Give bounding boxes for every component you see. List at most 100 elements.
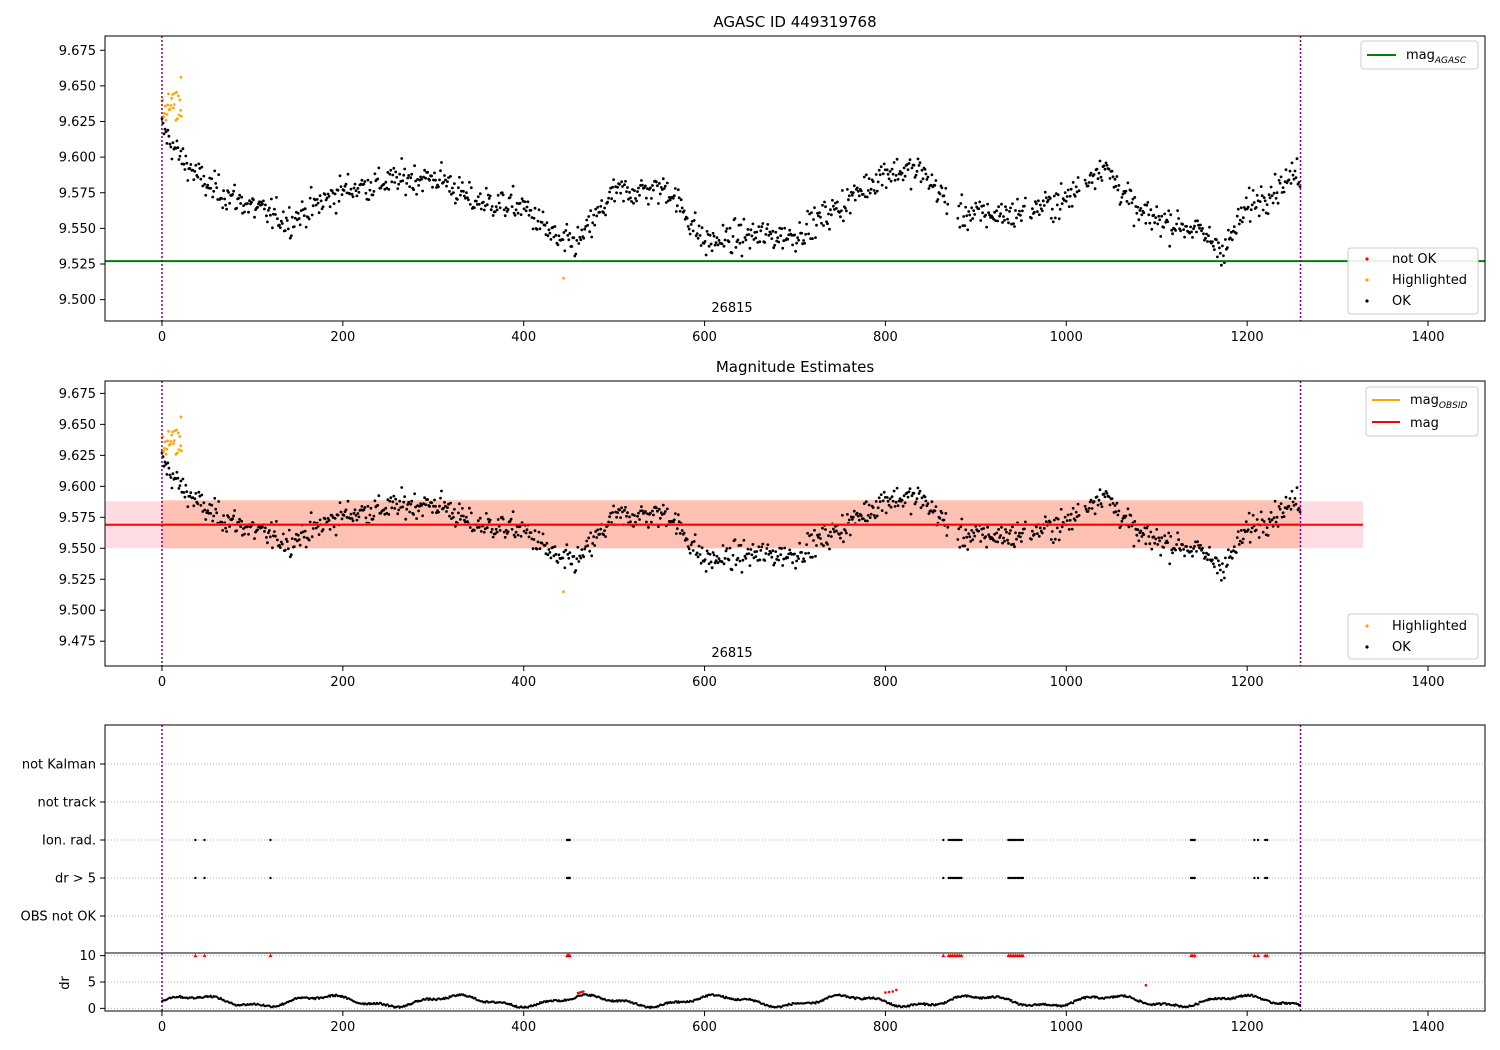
- ok-point: [595, 214, 599, 218]
- ok-point: [738, 559, 742, 563]
- highlighted-point: [164, 452, 168, 456]
- ok-point: [1114, 184, 1118, 188]
- ok-point: [225, 207, 229, 211]
- x-tick-label: 1400: [1411, 1020, 1444, 1035]
- ok-point: [315, 198, 319, 201]
- svg-text:magOBSID: magOBSID: [1410, 393, 1468, 411]
- ok-point: [649, 511, 652, 515]
- ok-point: [658, 192, 662, 196]
- dr-point: [862, 998, 865, 1001]
- ok-point: [649, 186, 652, 190]
- y-tick-label: 9.500: [59, 293, 96, 308]
- ok-point: [1218, 246, 1221, 250]
- flag-point: [568, 838, 571, 842]
- x-tick-label: 1200: [1231, 1020, 1264, 1035]
- ok-point: [1156, 222, 1160, 226]
- ok-point: [463, 194, 466, 198]
- ok-point: [590, 235, 594, 239]
- ok-point: [999, 534, 1002, 537]
- ok-point: [318, 194, 322, 198]
- ok-point: [693, 533, 697, 536]
- ok-point: [1070, 527, 1074, 531]
- ok-point: [1021, 209, 1024, 213]
- ok-point: [183, 495, 187, 499]
- ok-point: [919, 506, 923, 510]
- ok-point: [958, 545, 962, 549]
- ok-point: [802, 557, 805, 561]
- ok-point: [846, 188, 849, 191]
- ok-point: [933, 184, 937, 187]
- ok-point: [755, 550, 759, 553]
- ok-point: [350, 192, 354, 196]
- highlighted-point: [180, 449, 183, 453]
- ok-point: [235, 529, 239, 532]
- flag-point: [960, 876, 963, 880]
- ok-point: [465, 515, 468, 519]
- ok-point: [583, 547, 587, 551]
- flag-point: [1264, 876, 1267, 880]
- ok-point: [193, 497, 197, 501]
- ok-point: [593, 544, 597, 547]
- flag-point: [1021, 876, 1025, 880]
- ok-point: [579, 238, 583, 242]
- ok-point: [1064, 199, 1068, 203]
- ok-point: [246, 202, 249, 205]
- ok-point: [1021, 531, 1024, 535]
- ok-point: [1266, 212, 1270, 216]
- ok-point: [764, 552, 768, 555]
- ok-point: [699, 561, 703, 565]
- ok-point: [728, 226, 732, 230]
- ok-point: [574, 569, 578, 572]
- ok-point: [882, 162, 886, 166]
- ok-point: [1291, 500, 1295, 504]
- dr-clipped-point: [268, 953, 273, 958]
- ok-point: [743, 236, 747, 239]
- dr-clipped-point: [202, 953, 207, 958]
- ok-point: [803, 559, 806, 563]
- ok-point: [667, 520, 671, 523]
- ok-point: [263, 207, 266, 211]
- ok-point: [253, 537, 256, 540]
- ok-point: [596, 205, 600, 209]
- x-tick-label: 1000: [1050, 1020, 1083, 1035]
- flag-point: [269, 876, 272, 880]
- ok-point: [1040, 531, 1044, 535]
- ok-point: [1066, 188, 1070, 192]
- ok-point: [450, 517, 453, 520]
- ok-point: [567, 238, 571, 242]
- ok-point: [1216, 571, 1219, 575]
- ok-point: [680, 529, 684, 532]
- ok-point: [1098, 488, 1102, 492]
- ok-point: [877, 168, 881, 172]
- ok-point: [201, 510, 205, 513]
- ok-point: [1150, 227, 1154, 231]
- ok-point: [734, 563, 738, 567]
- ok-point: [1132, 544, 1136, 548]
- ok-point: [494, 205, 498, 209]
- highlighted-point: [562, 590, 565, 594]
- ok-point: [795, 241, 798, 245]
- ok-point: [923, 495, 927, 499]
- p2-legend-mag-obsid: mag: [1410, 393, 1439, 408]
- ok-point: [674, 210, 678, 213]
- ok-point: [376, 503, 380, 507]
- ok-point: [996, 540, 999, 544]
- ok-point: [638, 193, 641, 197]
- x-tick-label: 1400: [1411, 675, 1444, 690]
- x-tick-label: 0: [158, 1020, 166, 1035]
- ok-point: [502, 530, 506, 534]
- flag-point: [1019, 838, 1023, 842]
- ok-point: [390, 180, 394, 184]
- ok-point: [552, 235, 556, 239]
- ok-point: [1043, 515, 1047, 519]
- ok-point: [293, 216, 297, 220]
- ok-point: [206, 183, 210, 187]
- ok-point: [1222, 570, 1225, 574]
- flag-label: Ion. rad.: [42, 834, 96, 849]
- ok-point: [926, 175, 930, 179]
- ok-point: [793, 233, 796, 237]
- y-tick-label: 9.600: [59, 480, 96, 495]
- ok-point: [1104, 161, 1108, 165]
- ok-point: [594, 207, 598, 211]
- ok-point: [1159, 553, 1163, 557]
